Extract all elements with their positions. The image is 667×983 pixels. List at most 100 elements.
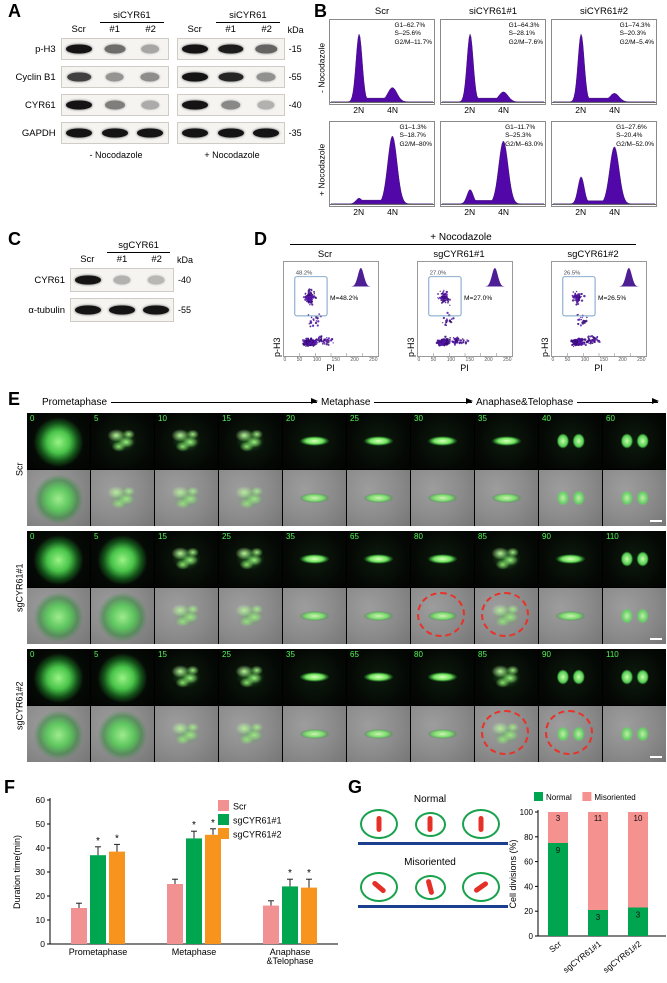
x-tick-4n: 4N bbox=[387, 207, 399, 217]
event-dot bbox=[319, 340, 321, 342]
lane-label: Scr bbox=[80, 254, 95, 265]
time-label: 60 bbox=[606, 414, 615, 423]
panel-letter-g: G bbox=[348, 778, 363, 797]
event-dot bbox=[580, 342, 583, 345]
event-dot bbox=[308, 303, 311, 306]
protein-band bbox=[66, 44, 93, 54]
event-dot bbox=[325, 343, 328, 346]
brightfield-frame bbox=[283, 470, 346, 526]
cellcycle-stat-line: S–25.3% bbox=[505, 132, 532, 140]
cellcycle-stat-line: G1–27.6% bbox=[616, 124, 647, 131]
chromatin-signal bbox=[27, 649, 90, 705]
blot-strip bbox=[176, 94, 285, 116]
event-dot bbox=[448, 340, 451, 343]
x-category-label: Anaphase bbox=[270, 947, 311, 957]
chromatin-overlay bbox=[603, 470, 666, 526]
event-dot bbox=[575, 290, 577, 293]
fluorescence-frame: 30 bbox=[411, 413, 474, 469]
flow-row: + Nocodazole G1–1.3% S–18.7% G2/M–80% 2N 4N G1… bbox=[314, 121, 666, 219]
inset-histogram bbox=[612, 268, 642, 287]
brightfield-frame bbox=[91, 470, 154, 526]
event-dot bbox=[318, 335, 320, 338]
event-dot bbox=[316, 342, 318, 344]
protein-band bbox=[104, 44, 126, 54]
event-dot bbox=[442, 293, 444, 296]
y-tick-label: 0 bbox=[40, 939, 45, 949]
event-dot bbox=[587, 335, 590, 338]
brightfield-frame bbox=[411, 706, 474, 762]
scatter-dots bbox=[301, 288, 334, 347]
lane-group-header: siCYR61 Scr #1 #2 bbox=[177, 10, 285, 35]
flow-hist-svg bbox=[552, 33, 656, 103]
time-label: 20 bbox=[286, 414, 295, 423]
x-tick-2n: 2N bbox=[353, 105, 365, 115]
chromatin-overlay bbox=[283, 706, 346, 762]
event-dot bbox=[310, 300, 313, 303]
panel-b: B Scr siCYR61#1 siCYR61#2- Nocodazole G1–62… bbox=[312, 2, 666, 228]
event-dot bbox=[452, 338, 456, 341]
event-dot bbox=[442, 316, 445, 320]
protein-label: CYR61 bbox=[34, 274, 65, 286]
time-label: 10 bbox=[158, 414, 167, 423]
brightfield-frame bbox=[283, 588, 346, 644]
flow-hist-cell: G1–11.7% S–25.3% G2/M–63.0% 2N 4N bbox=[440, 121, 546, 219]
scatter-plot-col: 27.0% M=27.0% 0 50 100 150 200 250 PI bbox=[416, 261, 513, 373]
blot-row: CYR61 -40 bbox=[14, 94, 310, 116]
protein-band bbox=[217, 44, 244, 54]
x-tick-value: 250 bbox=[637, 357, 646, 363]
cellcycle-stat-line: S–18.7% bbox=[399, 132, 426, 140]
chromatin-overlay bbox=[475, 470, 538, 526]
event-dot bbox=[581, 316, 583, 319]
brightfield-frame bbox=[283, 706, 346, 762]
flow-scatter-row: Scr p-H3 48.2% M=48.2% 0 50 100 150 200 250 PI sgCY… bbox=[258, 249, 666, 373]
blot-row: Cyclin B1 -55 bbox=[14, 66, 310, 88]
chromatin-overlay bbox=[347, 470, 410, 526]
phase-header: Prometaphase Metaphase Anaphase&Telophase bbox=[42, 394, 662, 410]
chromatin-signal bbox=[475, 531, 538, 587]
dna-content-curve bbox=[331, 33, 433, 103]
time-label: 110 bbox=[606, 532, 619, 541]
event-dot bbox=[450, 318, 453, 320]
event-dot bbox=[306, 340, 308, 343]
phase-segment: Prometaphase bbox=[42, 394, 321, 410]
kda-value: -40 bbox=[178, 275, 192, 285]
phase-arrow-icon bbox=[111, 398, 318, 404]
time-label: 5 bbox=[94, 532, 99, 541]
event-dot bbox=[459, 341, 462, 344]
event-dot bbox=[582, 294, 586, 298]
event-dot bbox=[577, 295, 580, 298]
chromatin-signal bbox=[603, 413, 666, 469]
scatter-plot: 48.2% M=48.2% bbox=[282, 261, 379, 357]
event-dot bbox=[304, 293, 306, 295]
event-dot bbox=[310, 316, 312, 319]
kda-value: -40 bbox=[288, 100, 302, 110]
cells-row bbox=[358, 872, 502, 902]
dna-content-curve bbox=[442, 33, 544, 103]
chromatin-overlay bbox=[155, 588, 218, 644]
event-dot bbox=[329, 339, 332, 342]
chromatin-signal bbox=[219, 531, 282, 587]
blot-footer: - Nocodazole + Nocodazole bbox=[14, 150, 310, 160]
scatter-mid: p-H3 48.2% M=48.2% 0 50 100 150 200 250 PI bbox=[258, 261, 392, 373]
chromatin-overlay bbox=[219, 470, 282, 526]
protein-band bbox=[74, 305, 101, 315]
protein-band bbox=[257, 100, 275, 110]
movie-group: Scr 0 5 10 15 20 25 30 35 40 60 bbox=[12, 413, 666, 526]
m-fraction-label: M=48.2% bbox=[330, 295, 358, 302]
event-dot bbox=[583, 338, 586, 341]
panel-d: D + Nocodazole Scr p-H3 48.2% M=48.2% 0 50 100 1… bbox=[252, 230, 666, 390]
significance-star: * bbox=[192, 820, 196, 831]
event-dot bbox=[593, 341, 596, 344]
panel-e: E Prometaphase Metaphase Anaphase&Telophas… bbox=[6, 390, 666, 776]
hist-x-ticks: 2N 4N bbox=[551, 207, 657, 219]
lane-label: #2 bbox=[151, 254, 162, 265]
brightfield-frame bbox=[603, 470, 666, 526]
time-label: 0 bbox=[30, 414, 35, 423]
event-dot bbox=[446, 297, 449, 301]
event-dot bbox=[589, 339, 591, 342]
protein-band bbox=[141, 100, 159, 110]
x-tick-value: 250 bbox=[369, 357, 378, 363]
hist-x-ticks: 2N 4N bbox=[329, 207, 435, 219]
normal-count: 9 bbox=[556, 846, 561, 855]
panel-f-content: 0 10 20 30 40 50 60 Duration time(min) Prometaph… bbox=[10, 784, 343, 982]
